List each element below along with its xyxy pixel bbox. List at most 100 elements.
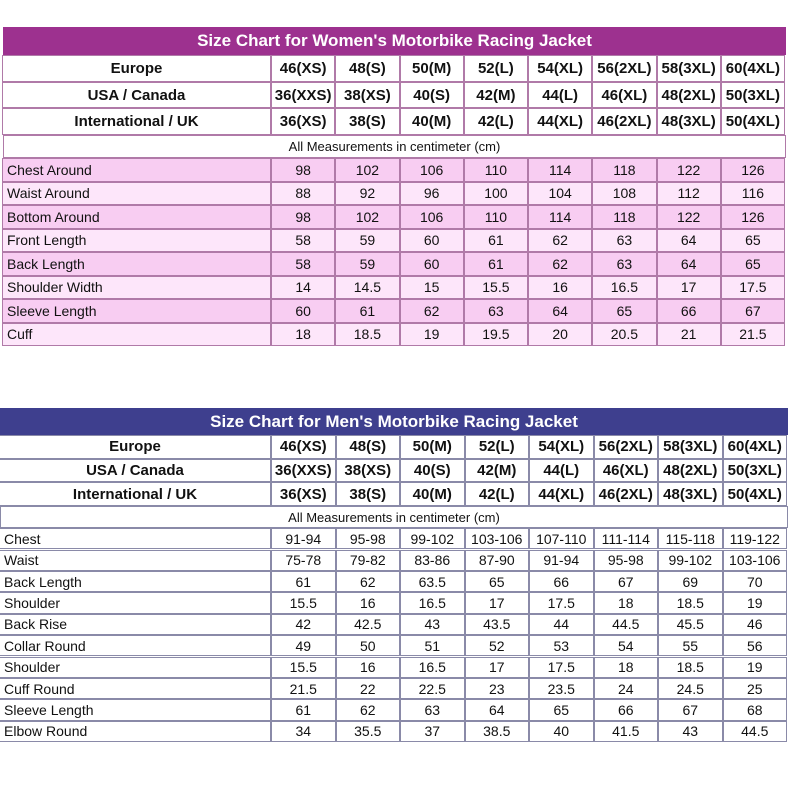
- measurement-value: 114: [528, 158, 593, 182]
- measurement-value: 63: [463, 299, 528, 323]
- row-label: Elbow Round: [0, 720, 271, 743]
- measurement-value: 41.5: [593, 720, 658, 743]
- row-label: Waist: [0, 549, 271, 571]
- row-label: Shoulder Width: [2, 275, 271, 300]
- size-value: 48(2XL): [658, 458, 723, 483]
- measurement-value: 126: [720, 158, 785, 182]
- size-value: 46(XS): [271, 435, 336, 459]
- measurement-value: 23: [464, 677, 529, 700]
- measurement-value: 16.5: [592, 275, 657, 300]
- size-value: 50(M): [399, 55, 464, 82]
- size-system: USA / Canada: [0, 458, 271, 483]
- measurement-value: 63: [592, 252, 657, 276]
- measurement-value: 114: [528, 205, 593, 229]
- row-label: Waist Around: [2, 181, 271, 206]
- table-title: Size Chart for Men's Motorbike Racing Ja…: [0, 408, 788, 435]
- measurement-value: 58: [271, 228, 336, 253]
- measurement-value: 16.5: [400, 656, 465, 678]
- measurement-value: 115-118: [658, 528, 723, 550]
- size-system: Europe: [0, 435, 271, 459]
- size-value: 52(L): [463, 55, 528, 82]
- row-label: Cuff: [2, 322, 271, 347]
- measurement-value: 65: [592, 299, 657, 323]
- measurement-value: 21.5: [271, 677, 336, 700]
- size-value: 58(3XL): [658, 435, 723, 459]
- size-value: 46(2XL): [593, 482, 658, 507]
- measurement-value: 16: [335, 656, 400, 678]
- row-label: Bottom Around: [2, 205, 271, 229]
- size-value: 50(4XL): [722, 482, 787, 507]
- measurement-value: 65: [464, 570, 529, 593]
- measurement-value: 22: [335, 677, 400, 700]
- measurement-value: 61: [271, 570, 336, 593]
- row-label: Collar Round: [0, 635, 271, 657]
- measurement-value: 110: [463, 158, 528, 182]
- measurement-value: 62: [399, 299, 464, 323]
- measurement-value: 62: [528, 228, 593, 253]
- measurement-value: 22.5: [400, 677, 465, 700]
- measurement-value: 65: [720, 252, 785, 276]
- measurement-value: 99-102: [400, 528, 465, 550]
- measurement-value: 119-122: [722, 528, 787, 550]
- measurement-value: 88: [271, 181, 336, 206]
- measurement-value: 18: [593, 656, 658, 678]
- measurement-value: 15.5: [271, 656, 336, 678]
- measurement-value: 49: [271, 635, 336, 657]
- measurement-value: 83-86: [400, 549, 465, 571]
- measurement-value: 63: [400, 699, 465, 721]
- size-value: 42(L): [463, 108, 528, 136]
- measurement-value: 43: [400, 613, 465, 636]
- measurement-value: 20.5: [592, 322, 657, 347]
- measurement-value: 64: [464, 699, 529, 721]
- size-value: 38(S): [335, 482, 400, 507]
- measurement-value: 19: [399, 322, 464, 347]
- size-value: 40(S): [400, 458, 465, 483]
- table-title: Size Chart for Women's Motorbike Racing …: [3, 27, 786, 55]
- measurement-value: 110: [463, 205, 528, 229]
- size-value: 46(XL): [593, 458, 658, 483]
- size-value: 40(S): [399, 81, 464, 109]
- measurement-value: 106: [399, 158, 464, 182]
- measurement-value: 98: [271, 205, 336, 229]
- size-value: 38(S): [335, 108, 400, 136]
- size-value: 50(4XL): [720, 108, 785, 136]
- size-value: 44(XL): [528, 108, 593, 136]
- size-value: 40(M): [399, 108, 464, 136]
- measurement-value: 16.5: [400, 592, 465, 614]
- measurement-value: 60: [399, 228, 464, 253]
- measurement-note: All Measurements in centimeter (cm): [3, 135, 786, 159]
- size-value: 50(M): [400, 435, 465, 459]
- measurement-value: 17.5: [720, 275, 785, 300]
- measurement-value: 122: [656, 158, 721, 182]
- row-label: Sleeve Length: [0, 699, 271, 721]
- measurement-value: 19: [722, 592, 787, 614]
- measurement-value: 66: [593, 699, 658, 721]
- measurement-value: 17.5: [529, 592, 594, 614]
- measurement-value: 69: [658, 570, 723, 593]
- size-value: 36(XXS): [271, 458, 336, 483]
- row-label: Chest: [0, 528, 271, 550]
- size-value: 50(3XL): [720, 81, 785, 109]
- size-value: 50(3XL): [722, 458, 787, 483]
- measurement-value: 46: [722, 613, 787, 636]
- measurement-value: 19: [722, 656, 787, 678]
- measurement-value: 112: [656, 181, 721, 206]
- measurement-value: 54: [593, 635, 658, 657]
- measurement-value: 70: [722, 570, 787, 593]
- measurement-note: All Measurements in centimeter (cm): [0, 506, 788, 529]
- measurement-value: 16: [528, 275, 593, 300]
- measurement-value: 68: [722, 699, 787, 721]
- measurement-value: 44.5: [722, 720, 787, 743]
- measurement-value: 67: [658, 699, 723, 721]
- measurement-value: 63.5: [400, 570, 465, 593]
- measurement-value: 45.5: [658, 613, 723, 636]
- measurement-value: 92: [335, 181, 400, 206]
- measurement-value: 118: [592, 158, 657, 182]
- measurement-value: 79-82: [335, 549, 400, 571]
- measurement-value: 17: [656, 275, 721, 300]
- size-value: 44(XL): [529, 482, 594, 507]
- size-value: 36(XS): [271, 108, 336, 136]
- measurement-value: 102: [335, 158, 400, 182]
- size-value: 42(M): [463, 81, 528, 109]
